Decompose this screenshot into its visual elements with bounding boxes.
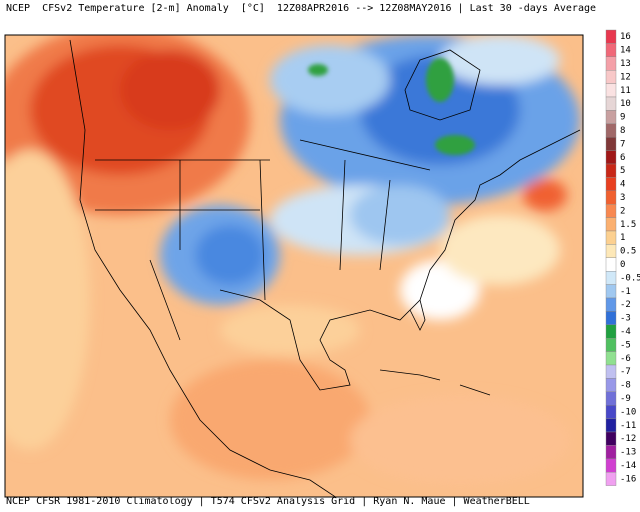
colorbar-swatch — [605, 297, 617, 312]
colorbar-swatch — [605, 271, 617, 285]
colorbar-swatch — [605, 163, 617, 178]
colorbar-swatch — [605, 284, 617, 299]
colorbar-label: 11 — [620, 86, 631, 96]
colorbar-label: 4 — [620, 180, 625, 190]
colorbar-label: -12 — [620, 434, 636, 444]
colorbar-swatch — [605, 472, 617, 486]
colorbar-swatch — [605, 311, 617, 325]
colorbar-swatch — [605, 150, 617, 165]
colorbar-swatch — [605, 83, 617, 98]
colorbar-label: 10 — [620, 99, 631, 109]
colorbar-swatch — [605, 190, 617, 205]
anomaly-field — [5, 35, 583, 497]
colorbar-swatch — [605, 418, 617, 433]
colorbar-label: -16 — [620, 474, 636, 484]
colorbar-label: -6 — [620, 354, 631, 364]
colorbar-swatch — [605, 351, 617, 366]
colorbar-label: 7 — [620, 139, 625, 149]
colorbar-swatch — [605, 405, 617, 419]
colorbar-label: -3 — [620, 314, 631, 324]
colorbar-label: 16 — [620, 32, 631, 42]
colorbar-label: 3 — [620, 193, 625, 203]
colorbar-label: 2 — [620, 206, 625, 216]
colorbar-label: -11 — [620, 421, 636, 431]
colorbar-swatch — [605, 96, 617, 111]
colorbar-label: -8 — [620, 381, 631, 391]
colorbar-swatch — [605, 324, 617, 339]
colorbar-swatch — [605, 110, 617, 125]
colorbar-label: 1.5 — [620, 220, 636, 230]
colorbar-label: 0 — [620, 260, 625, 270]
map-frame — [4, 34, 584, 498]
colorbar-label: -14 — [620, 461, 636, 471]
colorbar: 16 14 13 12 11 10 9 8 7 6 5 4 3 2 1.5 1 0.5 0 -0.5 -1 -2 -3 -4… — [605, 29, 640, 486]
colorbar-label: 6 — [620, 153, 625, 163]
colorbar-label: 13 — [620, 59, 631, 69]
colorbar-label: -2 — [620, 300, 631, 310]
colorbar-label: -1 — [620, 287, 631, 297]
coastlines — [69, 39, 581, 497]
colorbar-swatch — [605, 244, 617, 258]
colorbar-label: -0.5 — [620, 273, 640, 283]
colorbar-swatch — [605, 378, 617, 392]
colorbar-label: 8 — [620, 126, 625, 136]
colorbar-swatch — [605, 445, 617, 459]
colorbar-swatch — [605, 123, 617, 138]
colorbar-swatch — [605, 136, 617, 151]
colorbar-label: -13 — [620, 448, 636, 458]
colorbar-label: 1 — [620, 233, 625, 243]
colorbar-swatch — [605, 391, 617, 406]
colorbar-label: -4 — [620, 327, 631, 337]
colorbar-swatch — [605, 230, 617, 245]
colorbar-label: 12 — [620, 72, 631, 82]
colorbar-swatch — [605, 338, 617, 352]
colorbar-swatch — [605, 69, 617, 84]
colorbar-label: -7 — [620, 367, 631, 377]
colorbar-swatch — [605, 29, 617, 44]
colorbar-swatch — [605, 257, 617, 272]
colorbar-label: 14 — [620, 46, 631, 56]
colorbar-swatch — [605, 56, 617, 71]
map-title: NCEP CFSv2 Temperature [2-m] Anomaly [°C… — [6, 3, 597, 14]
colorbar-label: 0.5 — [620, 247, 636, 257]
colorbar-label: -10 — [620, 407, 636, 417]
colorbar-label: 5 — [620, 166, 625, 176]
colorbar-label: -9 — [620, 394, 631, 404]
colorbar-swatch — [605, 458, 617, 473]
colorbar-swatch — [605, 431, 617, 446]
colorbar-swatch — [605, 43, 617, 58]
map-footer: NCEP CFSR 1981-2010 Climatology | T574 C… — [6, 496, 530, 507]
colorbar-swatch — [605, 203, 617, 218]
colorbar-label: -5 — [620, 340, 631, 350]
colorbar-swatch — [605, 217, 617, 232]
colorbar-swatch — [605, 364, 617, 379]
colorbar-swatch — [605, 177, 617, 191]
colorbar-label: 9 — [620, 113, 625, 123]
